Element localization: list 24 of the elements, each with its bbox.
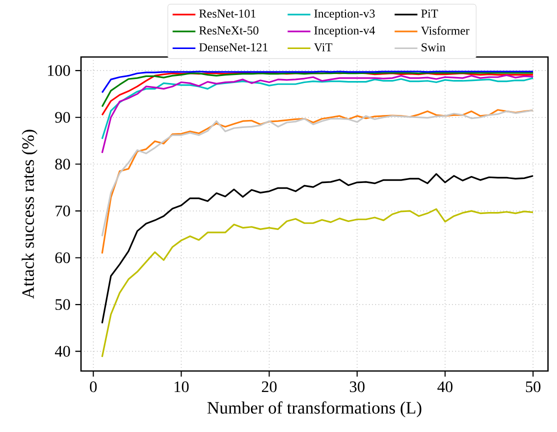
x-tick-label: 10 — [174, 381, 189, 392]
y-tick-label: 90 — [55, 112, 70, 123]
legend-label: DenseNet-121 — [199, 43, 268, 52]
y-axis-title: Attack success rates (%) — [22, 130, 38, 299]
y-tick-label: 60 — [55, 252, 70, 264]
legend-label: ResNet-101 — [199, 10, 256, 18]
y-tick-label: 40 — [54, 346, 70, 357]
y-tick-label: 50 — [56, 299, 70, 310]
y-tick-label: 70 — [56, 206, 70, 216]
y-tick-label: 100 — [48, 65, 70, 76]
x-tick-label: 40 — [437, 381, 452, 392]
legend-label: Visformer — [420, 26, 470, 35]
legend-label: Swin — [422, 43, 446, 52]
x-tick-label: 50 — [526, 381, 540, 392]
x-tick-label: 0 — [90, 381, 97, 392]
legend-label: ResNeXt-50 — [199, 26, 258, 35]
x-tick-label: 20 — [262, 381, 277, 392]
legend-label: Inception-v4 — [314, 26, 375, 37]
legend-label: PiT — [421, 10, 438, 18]
x-axis-title: Number of transformations (L) — [207, 401, 422, 418]
x-tick-label: 30 — [350, 381, 365, 392]
y-tick-label: 80 — [55, 158, 70, 170]
legend-label: Inception-v3 — [314, 10, 375, 20]
legend-label: ViT — [314, 43, 332, 52]
